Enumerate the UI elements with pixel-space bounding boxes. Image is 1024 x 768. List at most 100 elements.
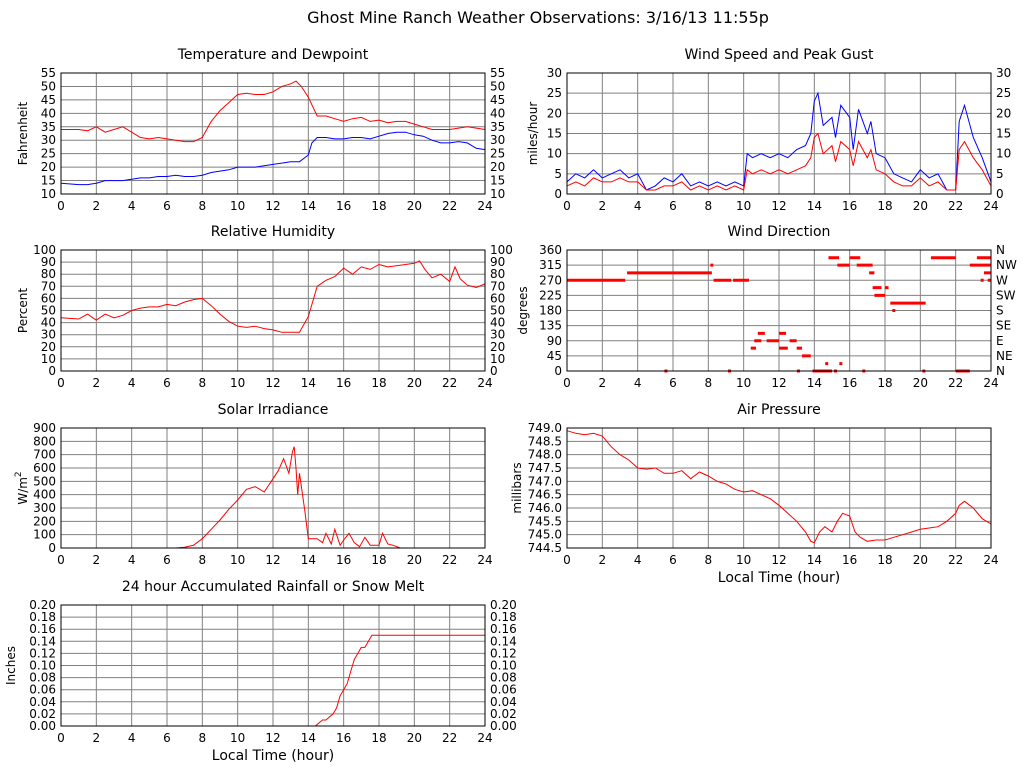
y-tick-label: 225: [539, 288, 562, 302]
y-tick-label: 400: [33, 488, 56, 502]
x-tick-label: 22: [442, 553, 457, 567]
x-tick-label: 8: [705, 553, 713, 567]
x-tick-label: 24: [983, 199, 998, 213]
y-right-tick-label: 100: [490, 243, 513, 257]
x-tick-label: 2: [93, 376, 101, 390]
x-tick-label: 20: [913, 376, 928, 390]
x-tick-label: 14: [807, 553, 822, 567]
y-right-tick-label: 0.14: [490, 634, 517, 648]
y-right-tick-label: SW: [996, 288, 1016, 302]
x-tick-label: 6: [163, 553, 171, 567]
y-tick-label: 15: [41, 174, 56, 188]
x-tick-label: 10: [230, 199, 245, 213]
x-tick-label: 20: [407, 376, 422, 390]
y-axis-label: Inches: [4, 646, 18, 685]
y-tick-label: 45: [547, 349, 562, 363]
y-right-tick-label: 50: [490, 79, 505, 93]
x-tick-label: 22: [948, 553, 963, 567]
series-line-pressure-0: [566, 430, 992, 544]
y-tick-label: 30: [547, 66, 562, 80]
x-tick-label: 6: [669, 376, 677, 390]
y-axis-label: Fahrenheit: [16, 101, 30, 165]
y-right-tick-label: NE: [996, 349, 1013, 363]
x-tick-label: 6: [163, 731, 171, 745]
x-tick-label: 6: [163, 199, 171, 213]
y-right-tick-label: 0.02: [490, 707, 517, 721]
x-tick-label: 16: [336, 731, 351, 745]
x-tick-label: 12: [265, 553, 280, 567]
x-tick-label: 16: [336, 376, 351, 390]
y-tick-label: 10: [547, 147, 562, 161]
x-tick-label: 14: [301, 731, 316, 745]
x-tick-label: 20: [407, 199, 422, 213]
page-title: Ghost Mine Ranch Weather Observations: 3…: [307, 8, 769, 27]
y-right-tick-label: 0.08: [490, 671, 517, 685]
y-right-tick-label: 0.06: [490, 683, 517, 697]
y-axis-label: miles/hour: [526, 102, 540, 166]
y-tick-label: 35: [41, 120, 56, 134]
series-line-wind-1: [566, 132, 992, 191]
y-tick-label: 0.18: [29, 610, 56, 624]
series-line-rain-0: [61, 634, 485, 727]
x-tick-label: 12: [265, 376, 280, 390]
x-tick-label: 2: [599, 553, 607, 567]
x-tick-label: 8: [199, 199, 207, 213]
y-right-tick-label: N: [996, 364, 1005, 378]
y-tick-label: 20: [41, 340, 56, 354]
series-line-rh-0: [60, 260, 486, 333]
x-tick-label: 8: [199, 376, 207, 390]
y-tick-label: 20: [41, 160, 56, 174]
y-right-tick-label: 70: [490, 279, 505, 293]
x-tick-label: 18: [877, 376, 892, 390]
x-tick-label: 24: [477, 199, 492, 213]
y-axis-label: millibars: [510, 462, 524, 513]
x-tick-label: 10: [736, 376, 751, 390]
y-tick-label: 100: [33, 528, 56, 542]
x-tick-label: 12: [771, 553, 786, 567]
y-right-tick-label: 10: [490, 352, 505, 366]
x-tick-label: 24: [983, 553, 998, 567]
y-tick-label: 50: [41, 304, 56, 318]
x-tick-label: 10: [230, 376, 245, 390]
y-tick-label: 0.10: [29, 659, 56, 673]
y-right-tick-label: 25: [996, 86, 1011, 100]
x-tick-label: 24: [477, 376, 492, 390]
y-tick-label: 0.02: [29, 707, 56, 721]
y-right-tick-label: 0.10: [490, 659, 517, 673]
x-tick-label: 10: [230, 553, 245, 567]
x-tick-label: 18: [371, 199, 386, 213]
y-tick-label: 180: [539, 304, 562, 318]
y-right-tick-label: 30: [996, 66, 1011, 80]
x-tick-label: 14: [807, 376, 822, 390]
y-tick-label: 315: [539, 258, 562, 272]
y-right-tick-label: W: [996, 273, 1008, 287]
y-tick-label: 745.0: [528, 528, 562, 542]
series-line-wind-0: [566, 91, 992, 191]
y-tick-label: 90: [547, 334, 562, 348]
y-right-tick-label: 0.00: [490, 719, 517, 733]
x-tick-label: 0: [57, 731, 65, 745]
y-tick-label: 0.20: [29, 598, 56, 612]
chart-title: Wind Direction: [728, 224, 831, 240]
y-right-tick-label: 0.04: [490, 695, 517, 709]
plot-frame: [60, 72, 486, 195]
x-tick-label: 12: [771, 376, 786, 390]
y-tick-label: 700: [33, 448, 56, 462]
x-tick-label: 18: [371, 376, 386, 390]
plot-frame: [566, 72, 992, 195]
y-right-tick-label: 80: [490, 267, 505, 281]
x-tick-label: 18: [877, 553, 892, 567]
x-tick-label: 12: [771, 199, 786, 213]
x-tick-label: 2: [599, 199, 607, 213]
y-tick-label: 10: [41, 187, 56, 201]
y-tick-label: 360: [539, 243, 562, 257]
y-tick-label: 50: [41, 79, 56, 93]
y-tick-label: 500: [33, 474, 56, 488]
x-tick-label: 10: [230, 731, 245, 745]
x-tick-label: 0: [563, 199, 571, 213]
x-tick-label: 10: [736, 199, 751, 213]
